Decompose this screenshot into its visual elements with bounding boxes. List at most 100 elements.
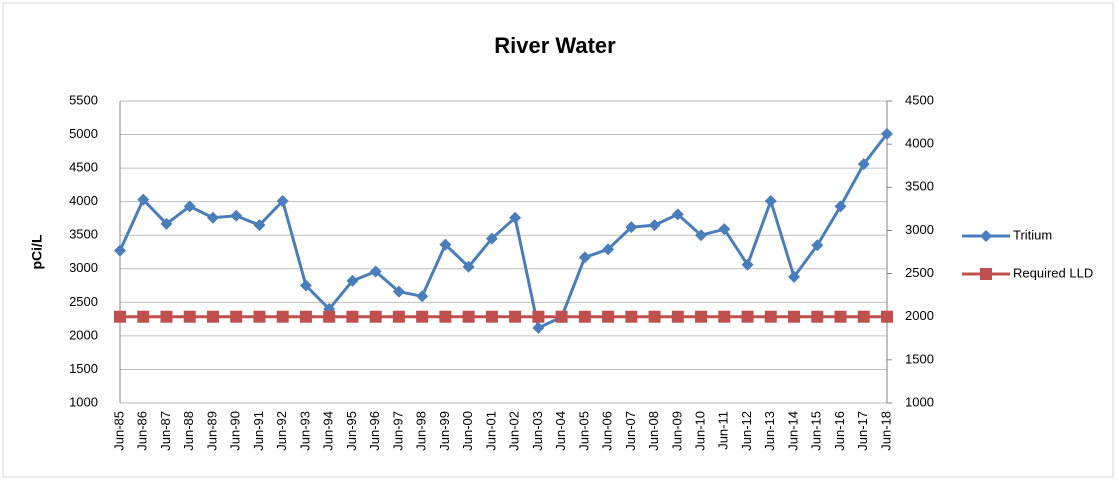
y-tick-label: 1500 bbox=[69, 361, 98, 376]
data-point bbox=[602, 243, 615, 256]
data-point bbox=[392, 310, 405, 323]
x-tick-label: Jun-03 bbox=[530, 411, 545, 451]
y-tick-label: 3500 bbox=[69, 227, 98, 242]
data-point bbox=[788, 310, 801, 323]
data-point bbox=[114, 310, 126, 323]
data-point bbox=[160, 310, 173, 323]
data-point bbox=[811, 310, 824, 323]
data-point bbox=[741, 258, 754, 271]
legend-label: Required LLD bbox=[1013, 265, 1093, 280]
y-tick-label: 1000 bbox=[69, 394, 98, 409]
x-tick-label: Jun-16 bbox=[832, 411, 847, 451]
data-point bbox=[369, 310, 382, 323]
y2-tick-label: 1000 bbox=[905, 394, 934, 409]
y2-tick-label: 3500 bbox=[905, 179, 934, 194]
data-point bbox=[834, 310, 847, 323]
data-point bbox=[578, 251, 591, 264]
x-tick-label: Jun-09 bbox=[669, 411, 684, 451]
y-tick-label: 3000 bbox=[69, 260, 98, 275]
x-tick-label: Jun-18 bbox=[878, 411, 893, 451]
data-point bbox=[485, 310, 498, 323]
data-point bbox=[462, 310, 475, 323]
x-tick-label: Jun-92 bbox=[274, 411, 289, 451]
data-point bbox=[183, 200, 196, 213]
x-tick-label: Jun-05 bbox=[576, 411, 591, 451]
data-point bbox=[648, 310, 661, 323]
x-tick-label: Jun-94 bbox=[321, 411, 336, 451]
data-point bbox=[788, 270, 801, 283]
data-point bbox=[555, 310, 568, 323]
x-tick-label: Jun-15 bbox=[809, 411, 824, 451]
data-point bbox=[137, 310, 150, 323]
x-tick-label: Jun-14 bbox=[785, 411, 800, 451]
y-tick-label: 2000 bbox=[69, 327, 98, 342]
data-point bbox=[416, 310, 429, 323]
x-tick-label: Jun-89 bbox=[204, 411, 219, 451]
data-point bbox=[578, 310, 591, 323]
x-tick-label: Jun-13 bbox=[762, 411, 777, 451]
data-point bbox=[230, 209, 243, 222]
x-tick-label: Jun-86 bbox=[135, 411, 150, 451]
data-point bbox=[695, 229, 708, 242]
data-point bbox=[253, 219, 266, 232]
data-point bbox=[648, 219, 661, 232]
data-point bbox=[462, 260, 475, 273]
x-tick-label: Jun-85 bbox=[111, 411, 126, 451]
data-point bbox=[671, 310, 684, 323]
data-point bbox=[392, 285, 405, 298]
x-tick-label: Jun-07 bbox=[623, 411, 638, 451]
x-tick-label: Jun-02 bbox=[507, 411, 522, 451]
y2-tick-label: 4000 bbox=[905, 136, 934, 151]
data-point bbox=[857, 158, 870, 171]
data-point bbox=[299, 279, 312, 292]
data-point bbox=[439, 310, 452, 323]
data-point bbox=[509, 310, 522, 323]
data-point bbox=[485, 232, 498, 245]
data-point bbox=[671, 208, 684, 221]
y2-tick-label: 1500 bbox=[905, 351, 934, 366]
y-tick-label: 5000 bbox=[69, 126, 98, 141]
data-point bbox=[206, 211, 219, 224]
x-tick-label: Jun-11 bbox=[716, 411, 731, 450]
data-point bbox=[276, 194, 289, 207]
data-point bbox=[183, 310, 196, 323]
legend-label: Tritium bbox=[1013, 227, 1052, 242]
y2-tick-label: 2000 bbox=[905, 308, 934, 323]
x-tick-label: Jun-98 bbox=[414, 411, 429, 451]
y-tick-label: 5500 bbox=[69, 92, 98, 107]
x-tick-label: Jun-93 bbox=[297, 411, 312, 451]
x-tick-label: Jun-06 bbox=[600, 411, 615, 451]
x-tick-label: Jun-04 bbox=[553, 411, 568, 451]
data-point bbox=[811, 239, 824, 252]
data-point bbox=[602, 310, 615, 323]
data-point bbox=[137, 193, 150, 206]
series-line bbox=[118, 132, 889, 330]
x-tick-label: Jun-10 bbox=[692, 411, 707, 451]
x-tick-label: Jun-99 bbox=[437, 411, 452, 451]
x-tick-label: Jun-17 bbox=[855, 411, 870, 451]
data-point bbox=[834, 200, 847, 213]
x-tick-label: Jun-95 bbox=[344, 411, 359, 451]
x-tick-label: Jun-01 bbox=[483, 411, 498, 451]
data-point bbox=[764, 310, 777, 323]
data-point bbox=[509, 211, 522, 224]
y-axis-label: pCi/L bbox=[29, 234, 45, 269]
y2-tick-label: 4500 bbox=[905, 92, 934, 107]
data-point bbox=[718, 223, 731, 236]
data-point bbox=[439, 238, 452, 251]
data-point bbox=[346, 310, 359, 323]
data-point bbox=[764, 194, 777, 207]
x-tick-label: Jun-96 bbox=[367, 411, 382, 451]
x-tick-label: Jun-87 bbox=[158, 411, 173, 451]
y-tick-label: 4500 bbox=[69, 160, 98, 175]
x-tick-label: Jun-90 bbox=[228, 411, 243, 451]
data-point bbox=[160, 217, 173, 230]
y-tick-label: 4000 bbox=[69, 193, 98, 208]
data-point bbox=[369, 265, 382, 278]
data-point bbox=[718, 310, 731, 323]
data-point bbox=[416, 290, 429, 303]
x-tick-label: Jun-08 bbox=[646, 411, 661, 451]
chart-title: River Water bbox=[494, 33, 616, 58]
